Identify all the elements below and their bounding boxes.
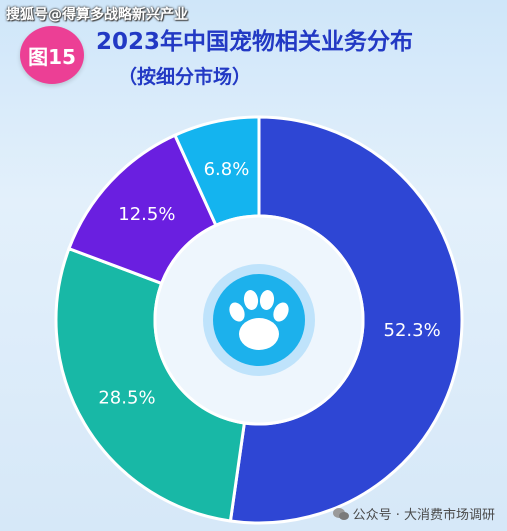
paw-icon: [229, 290, 289, 350]
footer-text: 公众号 · 大消费市场调研: [352, 508, 495, 523]
chart-subtitle: （按细分市场）: [118, 66, 252, 88]
wechat-icon: [332, 507, 349, 521]
watermark: 搜狐号@得算多战略新兴产业: [6, 7, 188, 23]
label-group: 52.3% 28.5% 12.5% 6.8%: [98, 159, 440, 408]
slice-label-1: 52.3%: [384, 320, 441, 341]
slice-group: [54, 115, 464, 525]
slice-label-3: 12.5%: [118, 204, 175, 225]
footer: 公众号 · 大消费市场调研: [332, 504, 495, 523]
figure-badge: 图15: [20, 26, 84, 84]
slice-label-2: 28.5%: [98, 387, 155, 408]
chart-title: 2023年中国宠物相关业务分布: [96, 29, 414, 55]
center-group: [153, 214, 365, 426]
slice-label-4: 6.8%: [204, 159, 250, 180]
